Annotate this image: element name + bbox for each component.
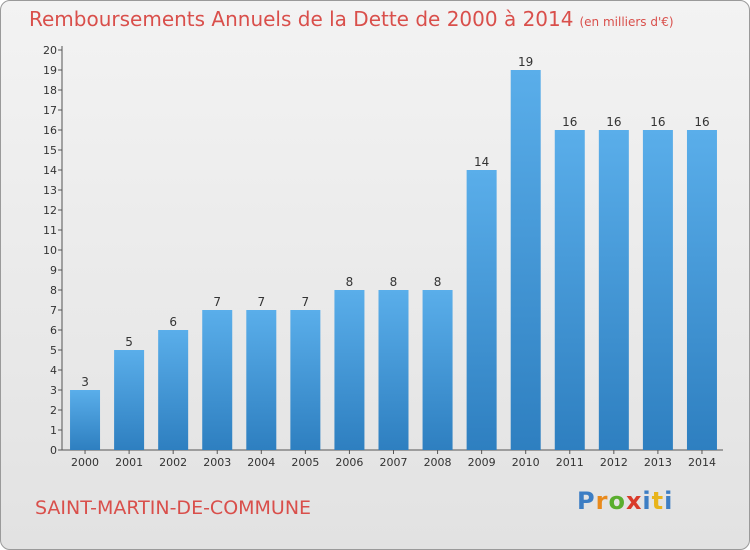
bar-value-label: 16: [694, 115, 709, 129]
y-tick-label: 6: [50, 324, 57, 337]
bar-value-label: 14: [474, 155, 489, 169]
x-tick-label: 2002: [159, 456, 187, 469]
x-tick-label: 2012: [600, 456, 628, 469]
y-tick-label: 19: [43, 64, 57, 77]
x-tick-label: 2001: [115, 456, 143, 469]
bar: [202, 310, 233, 450]
bar-value-label: 8: [390, 275, 398, 289]
chart-title-main: Remboursements Annuels de la Dette de 20…: [29, 7, 574, 31]
y-tick-label: 20: [43, 44, 57, 57]
commune-name: SAINT-MARTIN-DE-COMMUNE: [35, 497, 312, 519]
y-tick-label: 8: [50, 284, 57, 297]
y-tick-label: 18: [43, 84, 57, 97]
bar-value-label: 16: [650, 115, 665, 129]
x-tick-label: 2003: [203, 456, 231, 469]
bar: [290, 310, 321, 450]
bar-value-label: 8: [434, 275, 442, 289]
bar-value-label: 7: [302, 295, 310, 309]
bar: [422, 290, 453, 450]
bar-value-label: 3: [81, 375, 89, 389]
x-tick-label: 2008: [424, 456, 452, 469]
chart-title-unit: (en milliers d'€): [579, 15, 674, 29]
x-tick-label: 2005: [291, 456, 319, 469]
bar: [510, 70, 541, 450]
x-tick-label: 2000: [71, 456, 99, 469]
y-tick-label: 1: [50, 424, 57, 437]
y-tick-label: 5: [50, 344, 57, 357]
bar-value-label: 7: [213, 295, 221, 309]
y-tick-label: 0: [50, 444, 57, 457]
bar-value-label: 6: [169, 315, 177, 329]
bar: [378, 290, 409, 450]
y-tick-label: 13: [43, 184, 57, 197]
bar-value-label: 16: [606, 115, 621, 129]
proxiti-logo: Proxiti: [577, 487, 674, 515]
y-tick-label: 11: [43, 224, 57, 237]
bar-value-label: 7: [257, 295, 265, 309]
y-tick-label: 17: [43, 104, 57, 117]
x-tick-label: 2010: [512, 456, 540, 469]
bar-value-label: 8: [346, 275, 354, 289]
bar: [70, 390, 101, 450]
y-tick-label: 12: [43, 204, 57, 217]
y-tick-label: 7: [50, 304, 57, 317]
x-tick-label: 2014: [688, 456, 716, 469]
x-tick-label: 2004: [247, 456, 275, 469]
bar: [554, 130, 585, 450]
bar: [642, 130, 673, 450]
y-tick-label: 3: [50, 384, 57, 397]
bar-value-label: 16: [562, 115, 577, 129]
y-tick-label: 9: [50, 264, 57, 277]
bar: [466, 170, 497, 450]
x-tick-label: 2011: [556, 456, 584, 469]
y-tick-label: 14: [43, 164, 57, 177]
y-tick-label: 10: [43, 244, 57, 257]
x-tick-label: 2006: [335, 456, 363, 469]
y-tick-label: 15: [43, 144, 57, 157]
bar-value-label: 19: [518, 55, 533, 69]
y-tick-label: 2: [50, 404, 57, 417]
chart-title: Remboursements Annuels de la Dette de 20…: [29, 7, 674, 31]
bar: [114, 350, 145, 450]
x-tick-label: 2009: [468, 456, 496, 469]
bar: [246, 310, 277, 450]
y-tick-label: 16: [43, 124, 57, 137]
bar: [334, 290, 365, 450]
x-tick-label: 2013: [644, 456, 672, 469]
bar-value-label: 5: [125, 335, 133, 349]
bar: [686, 130, 717, 450]
bar: [158, 330, 189, 450]
bar: [598, 130, 629, 450]
x-tick-label: 2007: [380, 456, 408, 469]
y-tick-label: 4: [50, 364, 57, 377]
